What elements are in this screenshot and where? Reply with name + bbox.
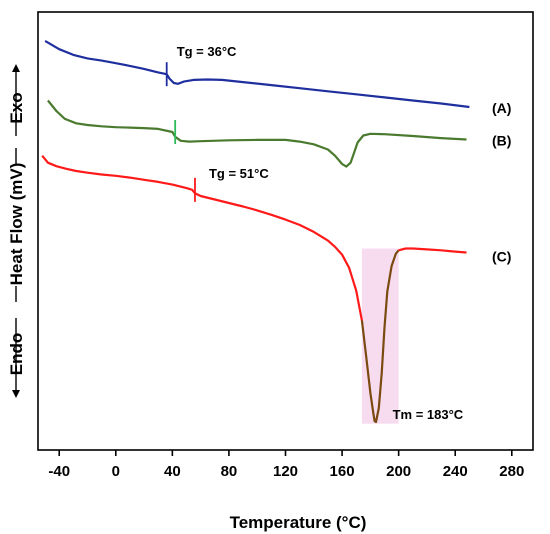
curve-labels: (A) (B) (C) — [492, 100, 511, 264]
y-label-middle: Heat Flow (mV) — [7, 163, 26, 286]
curve-label-1: (B) — [492, 132, 511, 148]
series-c-line-part-0 — [41, 155, 363, 321]
y-axis-title: Endo Heat Flow (mV) Exo — [7, 64, 26, 398]
x-axis-title: Temperature (°C) — [230, 513, 367, 532]
x-tick-label-1: 0 — [112, 463, 120, 480]
series-b-line — [47, 99, 467, 168]
annotations-layer: Tg = 36°C Tg = 51°C Tm = 183°C — [177, 44, 464, 422]
x-tick-label-7: 240 — [443, 463, 468, 480]
x-tick-label-3: 80 — [221, 463, 238, 480]
plot-frame — [37, 11, 534, 451]
x-tick-label-8: 280 — [499, 463, 524, 480]
x-tick-label-0: -40 — [48, 463, 70, 480]
series-a-line — [44, 39, 470, 109]
x-tick-label-6: 200 — [386, 463, 411, 480]
tg-markers — [165, 62, 196, 202]
y-arrow-up-head — [12, 64, 20, 72]
x-tick-label-4: 120 — [273, 463, 298, 480]
series-layer — [41, 39, 470, 424]
x-tick-label-5: 160 — [330, 463, 355, 480]
annotation-0: Tg = 36°C — [177, 44, 237, 59]
annotation-2: Tm = 183°C — [393, 407, 464, 422]
x-tick-label-2: 40 — [164, 463, 181, 480]
series-c-line-part-2 — [398, 247, 467, 254]
x-axis-ticks: -40 0 40 80 120 160 200 240 280 — [48, 450, 524, 480]
annotation-1: Tg = 51°C — [209, 166, 269, 181]
y-arrow-down-head — [12, 390, 20, 398]
series-c-line-part-1 — [360, 249, 400, 424]
curve-label-2: (C) — [492, 248, 511, 264]
curve-label-0: (A) — [492, 100, 511, 116]
